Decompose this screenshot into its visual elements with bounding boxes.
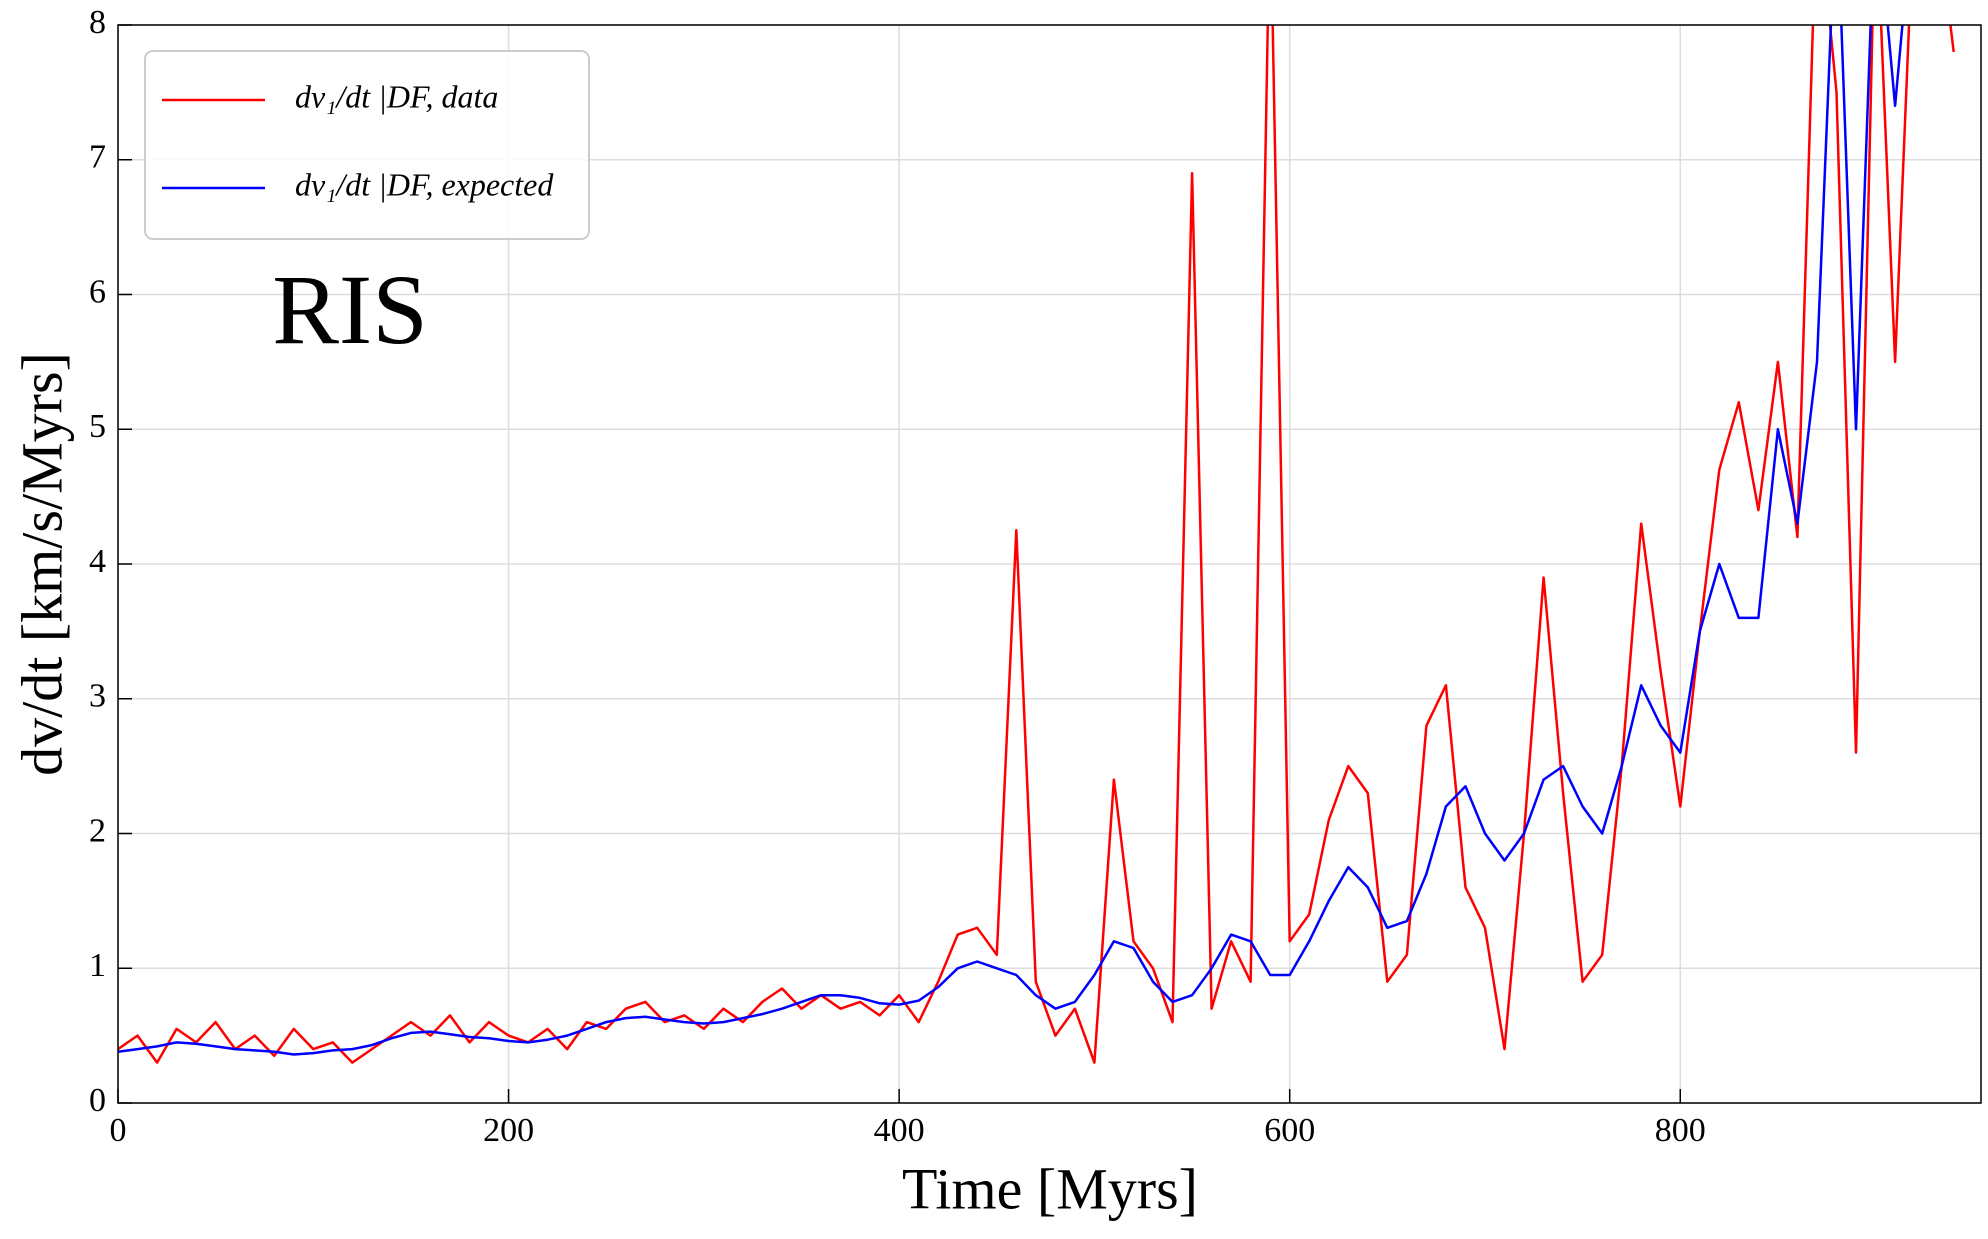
y-tick-label: 8: [89, 4, 106, 41]
y-axis-label: dv/dt [km/s/Myrs]: [9, 352, 74, 776]
y-tick-label: 5: [89, 408, 106, 445]
y-tick-label: 2: [89, 812, 106, 849]
ticks: 0 200 400 600 800 0 1 2 3 4 5 6 7 8: [89, 4, 1706, 1149]
y-tick-label: 6: [89, 273, 106, 310]
lines: [118, 25, 1955, 1064]
y-tick-label: 4: [89, 543, 106, 580]
annotation: RIS: [272, 254, 428, 365]
x-tick-label: 0: [110, 1112, 127, 1149]
y-tick-label: 3: [89, 678, 106, 715]
series-line: [118, 25, 1904, 1056]
legend-label: dv₁/dt |DF, data: [295, 78, 498, 114]
legend-label: dv₁/dt |DF, expected: [295, 166, 554, 202]
legend: dv₁/dt |DF, data dv₁/dt |DF, expected: [144, 50, 590, 240]
legend-box: [144, 50, 590, 240]
y-tick-label: 0: [89, 1082, 106, 1119]
x-tick-label: 800: [1655, 1112, 1706, 1149]
x-tick-label: 600: [1264, 1112, 1315, 1149]
x-tick-label: 200: [483, 1112, 534, 1149]
x-axis-label: Time [Myrs]: [902, 1156, 1198, 1221]
y-tick-label: 1: [89, 947, 106, 984]
y-tick-label: 7: [89, 139, 106, 176]
x-tick-label: 400: [874, 1112, 925, 1149]
